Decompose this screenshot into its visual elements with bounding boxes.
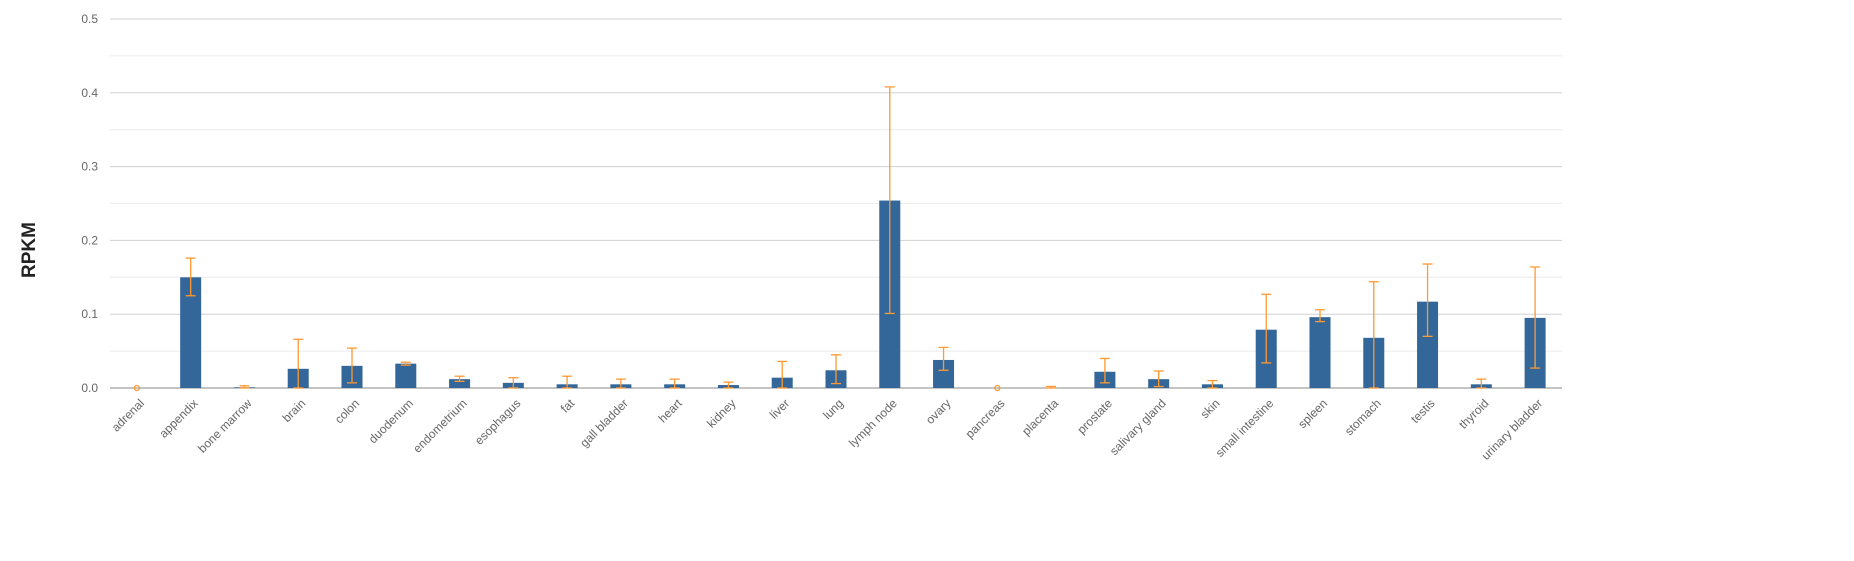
x-tick-label: ovary — [923, 396, 954, 427]
y-tick-label: 0.3 — [81, 160, 98, 174]
x-tick-label: adrenal — [109, 396, 147, 434]
x-tick-label: salivary gland — [1107, 396, 1169, 458]
zero-marker — [994, 384, 1001, 392]
x-tick-label: prostate — [1074, 396, 1115, 437]
bar — [180, 277, 202, 388]
x-tick-label: small intestine — [1213, 396, 1277, 460]
x-tick-label: skin — [1198, 396, 1223, 421]
x-tick-label: placenta — [1019, 396, 1061, 438]
x-tick-label: colon — [332, 396, 362, 426]
bar — [395, 363, 417, 388]
x-tick-label: spleen — [1295, 396, 1330, 431]
x-tick-label: lung — [820, 396, 846, 422]
y-axis-label: RPKM — [19, 222, 40, 278]
x-tick-label: fat — [558, 396, 578, 416]
x-tick-label: testis — [1408, 396, 1438, 426]
x-tick-label: liver — [767, 396, 792, 421]
y-tick-label: 0.1 — [81, 307, 98, 321]
y-tick-label: 0.0 — [81, 381, 98, 395]
x-tick-label: esophagus — [472, 396, 523, 447]
bar — [933, 359, 955, 388]
y-tick-label: 0.2 — [81, 233, 98, 247]
x-tick-label: thyroid — [1456, 396, 1491, 431]
x-tick-label: appendix — [156, 396, 200, 440]
x-tick-label: brain — [280, 396, 309, 425]
x-tick-label: gall bladder — [577, 396, 631, 450]
y-tick-label: 0.4 — [81, 86, 98, 100]
x-tick-label: heart — [656, 396, 686, 426]
x-tick-label: pancreas — [963, 396, 1008, 441]
x-tick-label: duodenum — [366, 396, 416, 446]
x-tick-label: stomach — [1342, 396, 1384, 438]
x-tick-label: lymph node — [846, 396, 900, 450]
x-tick-label: endometrium — [410, 396, 469, 455]
y-tick-label: 0.5 — [81, 12, 98, 26]
bar — [1417, 301, 1439, 388]
x-tick-label: kidney — [704, 396, 738, 430]
zero-marker — [133, 384, 141, 392]
bar — [449, 379, 471, 388]
bar — [1309, 317, 1331, 388]
x-tick-label: bone marrow — [195, 396, 255, 456]
